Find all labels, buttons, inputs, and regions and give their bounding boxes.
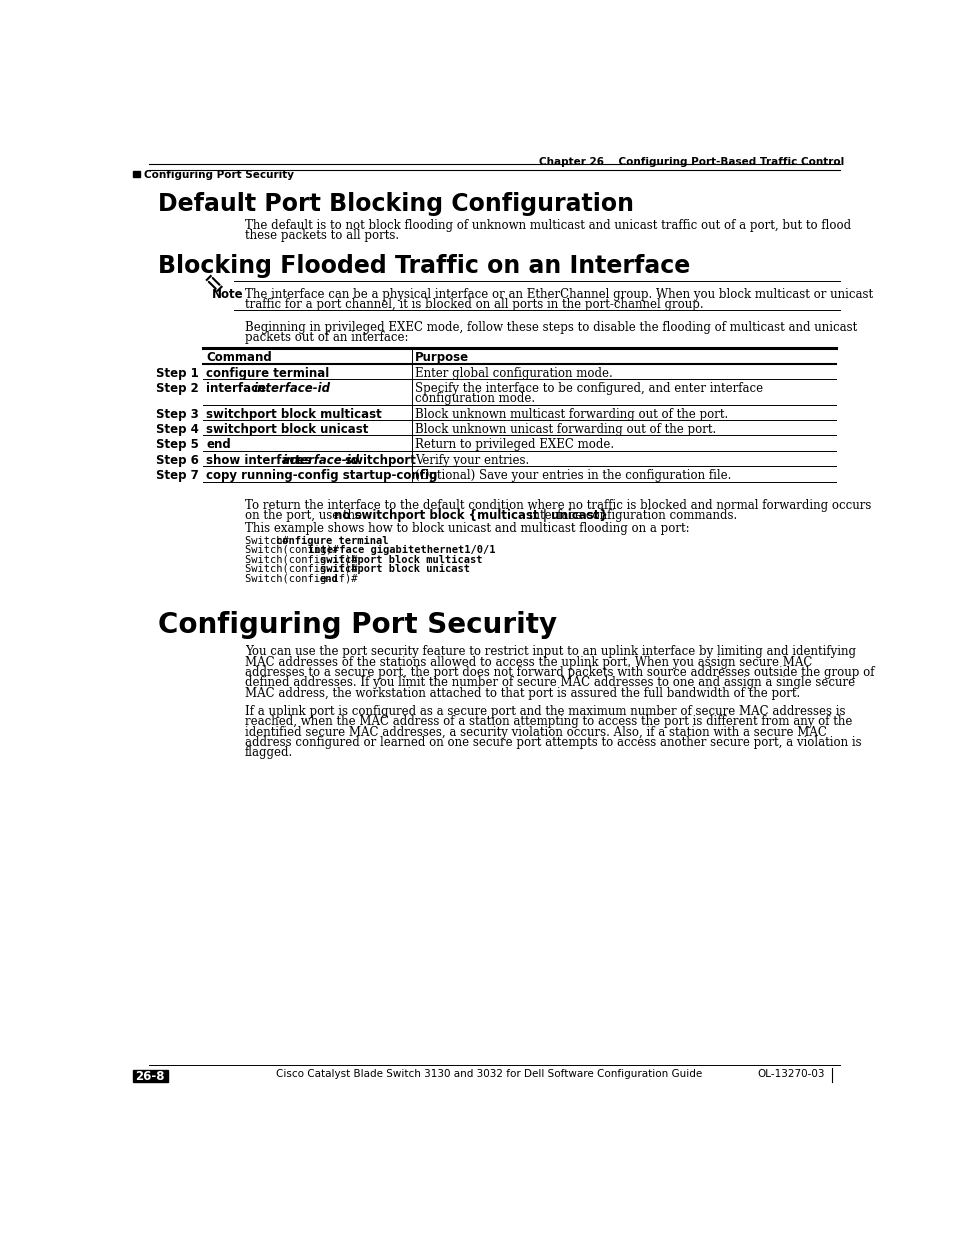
Text: Chapter 26    Configuring Port-Based Traffic Control: Chapter 26 Configuring Port-Based Traffi… [538,157,843,167]
Text: configuration mode.: configuration mode. [415,393,535,405]
Text: Verify your entries.: Verify your entries. [415,454,529,467]
Text: interface gigabitethernet1/0/1: interface gigabitethernet1/0/1 [308,545,495,556]
Text: defined addresses. If you limit the number of secure MAC addresses to one and as: defined addresses. If you limit the numb… [245,677,854,689]
Text: interface: interface [206,383,270,395]
Text: Note: Note [212,288,244,301]
Text: Configuring Port Security: Configuring Port Security [144,169,294,180]
Text: reached, when the MAC address of a station attempting to access the port is diff: reached, when the MAC address of a stati… [245,715,851,729]
Text: Step 6: Step 6 [156,454,199,467]
Bar [133,1070,168,1082]
Text: (Optional) Save your entries in the configuration file.: (Optional) Save your entries in the conf… [415,469,731,483]
Bar [133,170,140,178]
Text: Blocking Flooded Traffic on an Interface: Blocking Flooded Traffic on an Interface [158,253,690,278]
Text: switchport block unicast: switchport block unicast [206,424,368,436]
Text: configure terminal: configure terminal [206,367,329,380]
Text: Step 2: Step 2 [156,383,199,395]
Text: Cisco Catalyst Blade Switch 3130 and 3032 for Dell Software Configuration Guide: Cisco Catalyst Blade Switch 3130 and 303… [275,1068,701,1078]
Text: Purpose: Purpose [415,352,469,364]
Text: these packets to all ports.: these packets to all ports. [245,228,398,242]
Text: identified secure MAC addresses, a security violation occurs. Also, if a station: identified secure MAC addresses, a secur… [245,726,826,739]
Text: Step 5: Step 5 [156,438,199,452]
Text: MAC address, the workstation attached to that port is assured the full bandwidth: MAC address, the workstation attached to… [245,687,800,700]
Text: copy running-config startup-config: copy running-config startup-config [206,469,437,483]
Text: Switch(config-if)#: Switch(config-if)# [245,564,363,574]
Text: Step 1: Step 1 [156,367,199,380]
Text: show interfaces: show interfaces [206,454,315,467]
Text: The default is to not block flooding of unknown multicast and unicast traffic ou: The default is to not block flooding of … [245,219,850,232]
Text: If a uplink port is configured as a secure port and the maximum number of secure: If a uplink port is configured as a secu… [245,705,844,718]
Text: Return to privileged EXEC mode.: Return to privileged EXEC mode. [415,438,614,452]
Text: switchport: switchport [340,454,415,467]
Text: address configured or learned on one secure port attempts to access another secu: address configured or learned on one sec… [245,736,861,750]
Text: Switch#: Switch# [245,536,294,546]
Text: Switch(config)#: Switch(config)# [245,545,344,556]
Text: addresses to a secure port, the port does not forward packets with source addres: addresses to a secure port, the port doe… [245,666,873,679]
Text: interface-id: interface-id [283,454,359,467]
Text: OL-13270-03: OL-13270-03 [757,1068,823,1078]
Text: traffic for a port channel, it is blocked on all ports in the port-channel group: traffic for a port channel, it is blocke… [245,299,702,311]
Text: This example shows how to block unicast and multicast flooding on a port:: This example shows how to block unicast … [245,521,689,535]
Text: You can use the port security feature to restrict input to an uplink interface b: You can use the port security feature to… [245,645,855,658]
Text: switchport block unicast: switchport block unicast [319,564,470,574]
Text: Default Port Blocking Configuration: Default Port Blocking Configuration [158,193,634,216]
Text: Command: Command [206,352,272,364]
Text: Block unknown unicast forwarding out of the port.: Block unknown unicast forwarding out of … [415,424,716,436]
Text: Beginning in privileged EXEC mode, follow these steps to disable the flooding of: Beginning in privileged EXEC mode, follo… [245,321,856,335]
Text: MAC addresses of the stations allowed to access the uplink port. When you assign: MAC addresses of the stations allowed to… [245,656,811,668]
Text: Specify the interface to be configured, and enter interface: Specify the interface to be configured, … [415,383,762,395]
Text: Block unknown multicast forwarding out of the port.: Block unknown multicast forwarding out o… [415,408,728,421]
Text: configure terminal: configure terminal [276,536,389,546]
Text: Configuring Port Security: Configuring Port Security [158,610,557,638]
Text: 26-8: 26-8 [135,1070,165,1083]
Text: on the port, use the: on the port, use the [245,509,365,522]
Text: Enter global configuration mode.: Enter global configuration mode. [415,367,613,380]
Text: no switchport block {multicast | unicast}: no switchport block {multicast | unicast… [334,509,607,522]
Text: interface-id: interface-id [253,383,331,395]
Text: interface configuration commands.: interface configuration commands. [524,509,737,522]
Text: flagged.: flagged. [245,746,293,760]
Text: end: end [206,438,231,452]
Text: Switch(config-if)#: Switch(config-if)# [245,555,363,564]
Text: Step 4: Step 4 [156,424,199,436]
Text: switchport block multicast: switchport block multicast [206,408,381,421]
Text: To return the interface to the default condition where no traffic is blocked and: To return the interface to the default c… [245,499,870,511]
Text: Switch(config-if)#: Switch(config-if)# [245,574,363,584]
Text: Step 3: Step 3 [156,408,199,421]
Text: end: end [319,574,338,584]
Text: packets out of an interface:: packets out of an interface: [245,331,408,345]
Text: Step 7: Step 7 [156,469,199,483]
Text: The interface can be a physical interface or an EtherChannel group. When you blo: The interface can be a physical interfac… [245,288,872,301]
Text: switchport block multicast: switchport block multicast [319,555,482,564]
